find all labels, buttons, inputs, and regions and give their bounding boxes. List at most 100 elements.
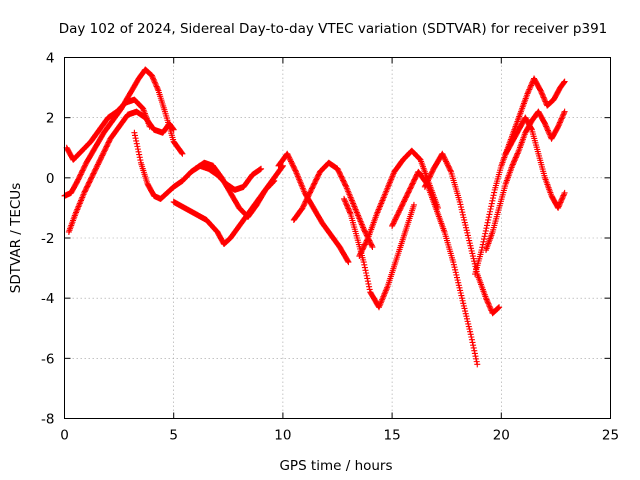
data-point	[395, 210, 402, 217]
data-point	[462, 310, 469, 317]
data-point	[468, 334, 475, 341]
data-point	[425, 176, 432, 183]
data-point	[489, 197, 496, 204]
data-point	[361, 227, 368, 234]
data-point	[312, 177, 319, 184]
data-point	[455, 279, 462, 286]
data-point	[446, 166, 453, 173]
data-point	[405, 188, 412, 195]
x-tick-label: 15	[384, 428, 401, 444]
data-point	[441, 154, 448, 161]
data-point	[356, 251, 363, 258]
data-point	[459, 211, 466, 218]
data-point	[392, 215, 399, 222]
data-point	[170, 125, 177, 132]
data-point	[398, 203, 405, 210]
data-point	[96, 158, 103, 165]
data-point	[561, 78, 568, 85]
data-point	[284, 150, 291, 157]
data-point	[467, 242, 474, 249]
data-point	[357, 250, 364, 257]
data-point	[76, 173, 83, 180]
data-point	[291, 164, 298, 171]
data-point	[154, 86, 161, 93]
data-point	[452, 266, 459, 273]
data-point	[487, 304, 494, 311]
data-point	[289, 162, 296, 169]
data-point	[408, 182, 415, 189]
data-point	[305, 192, 312, 199]
data-point	[397, 204, 404, 211]
data-point	[151, 79, 158, 86]
data-point	[368, 241, 375, 248]
data-point	[559, 195, 566, 202]
data-point	[284, 152, 291, 159]
data-point	[84, 183, 91, 190]
data-point	[310, 182, 317, 189]
data-point	[75, 175, 82, 182]
data-point	[342, 199, 349, 206]
data-point	[308, 186, 315, 193]
data-point	[396, 207, 403, 214]
data-point	[84, 182, 91, 189]
data-point	[410, 201, 417, 208]
data-point	[340, 178, 347, 185]
data-point	[542, 122, 549, 129]
data-point	[466, 326, 473, 333]
x-tick-label: 25	[602, 428, 619, 444]
data-point	[450, 261, 457, 268]
data-point	[512, 154, 519, 161]
data-point	[409, 181, 416, 188]
data-point	[336, 169, 343, 176]
data-point	[426, 174, 433, 181]
data-point	[443, 159, 450, 166]
y-tick-label: 2	[46, 111, 55, 127]
series-arc-1	[61, 66, 186, 199]
data-point	[525, 87, 532, 94]
data-point	[361, 228, 368, 235]
y-axis-label: SDTVAR / TECUs	[8, 183, 24, 293]
data-point	[310, 181, 317, 188]
data-point	[102, 144, 109, 151]
data-point	[541, 120, 548, 127]
data-point	[360, 244, 367, 251]
data-point	[81, 189, 88, 196]
data-point	[538, 88, 545, 95]
data-point	[542, 98, 549, 105]
data-point	[301, 201, 308, 208]
data-point	[300, 202, 307, 209]
data-point	[458, 206, 465, 213]
data-point	[558, 196, 565, 203]
data-point	[291, 166, 298, 173]
data-point	[361, 264, 368, 271]
data-point	[561, 108, 568, 115]
data-point	[395, 208, 402, 215]
data-point	[132, 135, 139, 142]
data-point	[303, 195, 310, 202]
data-point	[473, 355, 480, 362]
data-point	[363, 270, 370, 277]
data-point	[74, 177, 81, 184]
data-point	[412, 173, 419, 180]
data-point	[99, 151, 106, 158]
data-point	[315, 171, 322, 178]
data-point	[82, 187, 89, 194]
data-point	[313, 176, 320, 183]
data-point	[389, 221, 396, 228]
data-point	[487, 206, 494, 213]
data-point	[460, 214, 467, 221]
data-point	[364, 275, 371, 282]
data-points	[61, 66, 568, 368]
data-point	[462, 222, 469, 229]
data-point	[456, 284, 463, 291]
data-point	[402, 195, 409, 202]
data-point	[363, 238, 370, 245]
data-point	[428, 170, 435, 177]
data-point	[361, 261, 368, 268]
data-point	[344, 204, 351, 211]
data-point	[358, 247, 365, 254]
data-point	[407, 184, 414, 191]
data-point	[99, 152, 106, 159]
series-arc-6	[192, 159, 278, 220]
data-point	[528, 125, 535, 132]
